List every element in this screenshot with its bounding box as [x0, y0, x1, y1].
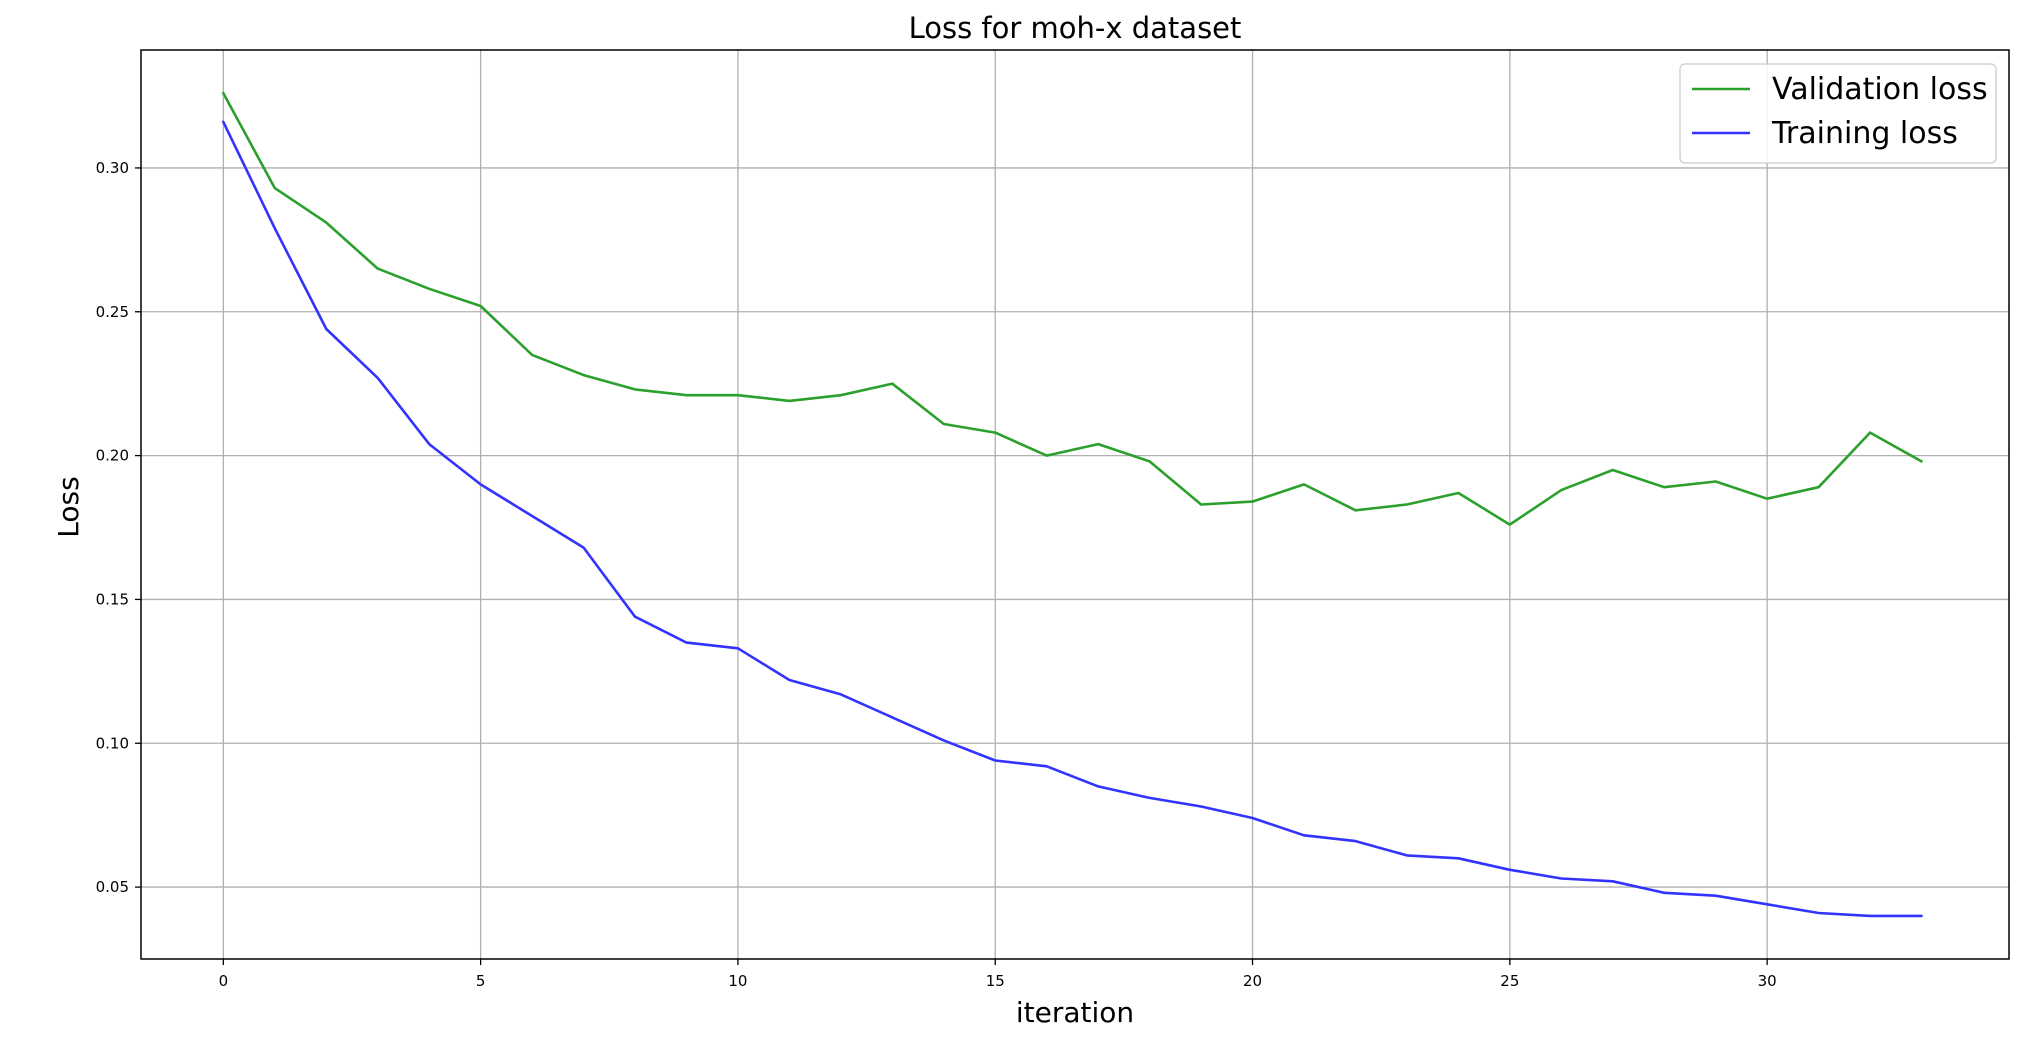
x-axis-title: iteration — [1016, 996, 1134, 1029]
y-tick-label: 0.05 — [96, 878, 129, 896]
y-axis-title: Loss — [52, 476, 85, 537]
y-tick-label: 0.25 — [96, 303, 129, 321]
x-tick-label: 20 — [1243, 972, 1262, 990]
x-tick-label: 30 — [1758, 972, 1777, 990]
x-tick-label: 0 — [219, 972, 229, 990]
axis-ticks: 0 5 10 15 20 25 30 0.05 0.10 0.15 0.20 0.25 0.30 — [96, 159, 1777, 990]
series-lines — [222, 91, 1923, 918]
x-tick-label: 5 — [476, 972, 486, 990]
x-tick-label: 10 — [728, 972, 747, 990]
grid-lines — [141, 50, 2009, 959]
y-tick-label: 0.30 — [96, 159, 129, 177]
y-tick-label: 0.15 — [96, 590, 129, 608]
legend: Validation loss Training loss — [1679, 63, 1997, 164]
plot-frame — [140, 49, 2010, 960]
legend-box — [1679, 63, 1997, 164]
training-loss-legend-label: Training loss — [1771, 116, 1958, 151]
validation-loss-line — [222, 91, 1923, 526]
chart-title: Loss for moh-x dataset — [909, 11, 1242, 45]
x-tick-label: 15 — [986, 972, 1005, 990]
y-tick-label: 0.20 — [96, 447, 129, 465]
y-tick-label: 0.10 — [96, 734, 129, 752]
training-loss-line — [222, 120, 1923, 918]
x-tick-label: 25 — [1500, 972, 1519, 990]
validation-loss-legend-label: Validation loss — [1772, 72, 1988, 107]
